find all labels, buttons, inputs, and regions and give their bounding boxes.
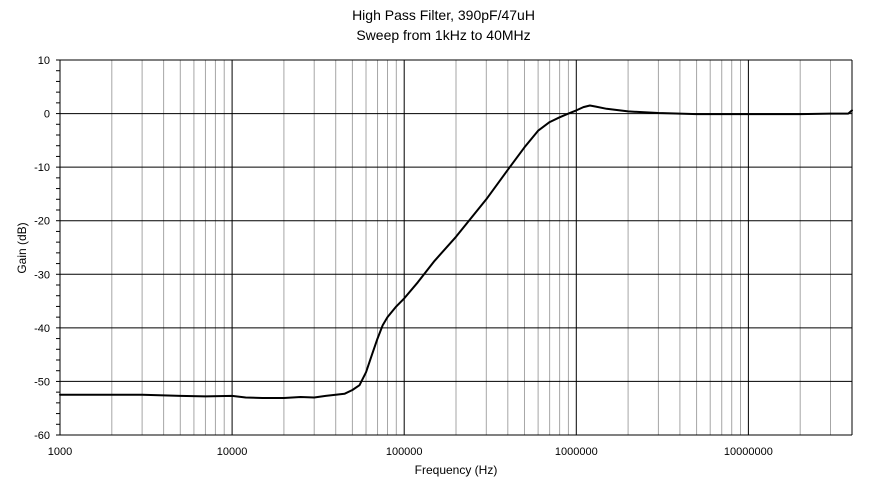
y-tick-label: 0	[44, 109, 50, 121]
tick-labels: 10 0 -10 -20 -30 -40 -50 -60 1000 10000 100000 1000…	[34, 55, 773, 458]
y-tick-label: -60	[34, 430, 50, 442]
x-tick-label: 10000	[217, 446, 248, 458]
y-tick-label: -20	[34, 216, 50, 228]
x-tick-label: 1000000	[555, 446, 598, 458]
x-tick-label: 100000	[386, 446, 423, 458]
chart-title: High Pass Filter, 390pF/47uH	[352, 7, 535, 23]
y-tick-label: -30	[34, 269, 50, 281]
y-axis-label: Gain (dB)	[15, 222, 29, 273]
x-tick-label: 1000	[48, 446, 72, 458]
x-axis-label: Frequency (Hz)	[415, 463, 498, 477]
x-tick-label: 10000000	[724, 446, 773, 458]
grid	[56, 59, 853, 436]
series-group	[59, 104, 853, 399]
y-tick-label: -50	[34, 376, 50, 388]
chart-subtitle: Sweep from 1kHz to 40MHz	[356, 27, 531, 43]
y-tick-label: 10	[38, 55, 50, 67]
series-line	[59, 104, 853, 399]
y-tick-label: -10	[34, 162, 50, 174]
y-tick-label: -40	[34, 323, 50, 335]
